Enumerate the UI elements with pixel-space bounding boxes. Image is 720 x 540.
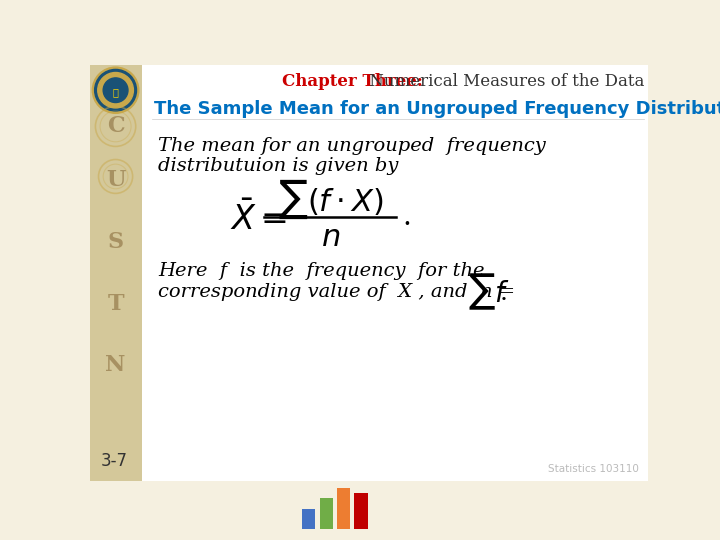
Circle shape [92, 67, 139, 113]
Text: S: S [107, 231, 124, 253]
Text: Here  f  is the  frequency  for the: Here f is the frequency for the [158, 262, 485, 280]
Text: Statistics 103110: Statistics 103110 [548, 464, 639, 475]
Text: .: . [499, 282, 507, 305]
Text: N: N [105, 354, 126, 376]
Text: T: T [107, 293, 124, 314]
Text: $\bar{X} = $: $\bar{X} = $ [230, 201, 287, 237]
Text: .: . [402, 204, 411, 231]
Bar [302, 509, 315, 529]
Text: C: C [107, 116, 125, 137]
Text: $\sum(f \cdot X)$: $\sum(f \cdot X)$ [277, 178, 383, 221]
Bar [354, 493, 367, 529]
FancyBboxPatch shape [90, 65, 142, 481]
Bar [320, 498, 333, 529]
Bar [337, 488, 350, 529]
FancyBboxPatch shape [142, 65, 648, 481]
Text: $n$: $n$ [320, 222, 340, 253]
Text: ⬛: ⬛ [112, 87, 119, 98]
Circle shape [98, 72, 133, 108]
Circle shape [94, 70, 137, 111]
Text: Chapter Three:: Chapter Three: [282, 73, 423, 90]
Text: $\sum f$: $\sum f$ [468, 272, 510, 312]
Circle shape [103, 78, 128, 103]
Text: The mean for an ungrouped  frequency: The mean for an ungrouped frequency [158, 137, 546, 154]
Text: The Sample Mean for an Ungrouped Frequency Distribution: The Sample Mean for an Ungrouped Frequen… [153, 100, 720, 118]
Text: Numerical Measures of the Data: Numerical Measures of the Data [364, 73, 644, 90]
Text: corresponding value of  X , and  n =: corresponding value of X , and n = [158, 283, 516, 301]
Text: U: U [106, 170, 125, 191]
Text: 3-7: 3-7 [101, 452, 128, 470]
Text: distributuion is given by: distributuion is given by [158, 158, 399, 176]
